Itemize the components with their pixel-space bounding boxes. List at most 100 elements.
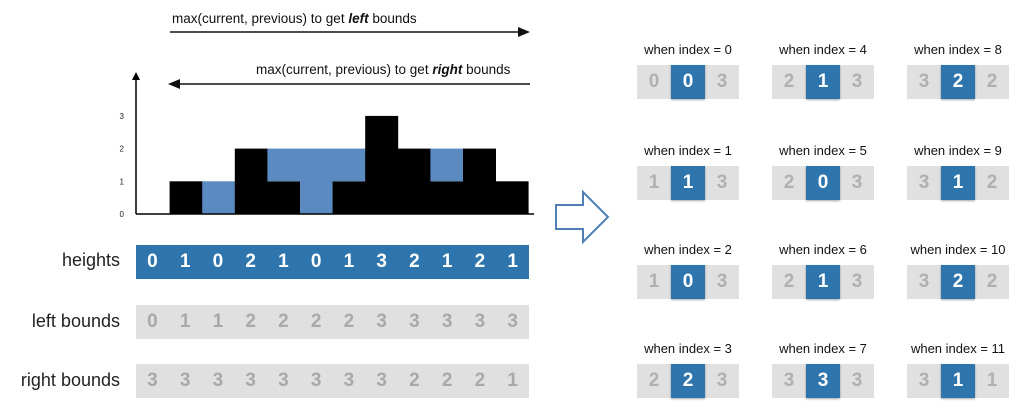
cell: 0 (147, 311, 158, 332)
left-bounds-row-label: left bounds (31, 311, 120, 331)
left-value: 3 (918, 71, 930, 92)
panel-title: when index = 3 (644, 341, 732, 356)
current-value: 3 (806, 364, 840, 398)
bar (495, 181, 529, 214)
cell: 3 (474, 311, 486, 332)
right-value: 3 (851, 172, 863, 193)
elevation-chart: 0 1 2 3 (120, 72, 534, 219)
heights-row-label: heights (61, 250, 120, 270)
panel-title: when index = 2 (644, 242, 732, 257)
cell: 2 (245, 311, 256, 332)
panel-title: when index = 10 (910, 242, 1006, 257)
cell: 3 (343, 370, 355, 391)
left-value: 3 (783, 370, 795, 391)
cell: 2 (310, 311, 322, 332)
bar (332, 181, 366, 214)
right-value: 3 (851, 71, 863, 92)
right-bounds-arrow-label: max(current, previous) to get right boun… (256, 62, 510, 77)
y-tick-label: 1 (120, 177, 125, 186)
arrow-emphasis: left (348, 11, 369, 26)
cell: 2 (245, 251, 256, 272)
current-value: 1 (941, 364, 975, 398)
cell: 2 (441, 370, 453, 391)
left-value: 2 (783, 271, 795, 292)
current-value: 1 (806, 65, 840, 99)
arrow-text: max(current, previous) to get (172, 11, 349, 26)
left-pointing-arrow-icon (168, 79, 530, 89)
cell: 1 (179, 311, 191, 332)
water-fill (430, 148, 464, 182)
y-tick-label: 3 (120, 112, 125, 121)
cell: 3 (245, 370, 256, 391)
cell: 1 (507, 251, 518, 272)
bar (267, 181, 301, 214)
right-value: 2 (986, 271, 998, 292)
right-value: 2 (986, 172, 998, 193)
cell: 3 (376, 370, 387, 391)
panel-title: when index = 4 (779, 42, 867, 57)
left-value: 3 (918, 172, 930, 193)
left-value: 0 (648, 71, 660, 92)
cell: 3 (409, 311, 420, 332)
left-value: 3 (918, 271, 930, 292)
water-fill (267, 148, 301, 182)
y-tick-label: 2 (120, 145, 125, 154)
cell: 3 (310, 370, 322, 391)
cell: 3 (179, 370, 191, 391)
panel-title: when index = 11 (910, 341, 1006, 356)
arrow-text: max(current, previous) to get (256, 62, 433, 77)
cell: 3 (441, 311, 453, 332)
right-bounds-row-label: right bounds (20, 370, 120, 390)
bar (365, 115, 399, 214)
cell: 2 (409, 370, 420, 391)
left-value: 3 (918, 370, 930, 391)
right-value: 2 (986, 71, 998, 92)
current-value: 0 (806, 166, 840, 200)
bar (463, 148, 496, 214)
bar (397, 148, 431, 214)
cell: 0 (212, 251, 224, 272)
current-value: 0 (671, 65, 705, 99)
cell: 3 (278, 370, 289, 391)
cell: 1 (212, 311, 224, 332)
panel-title: when index = 6 (779, 242, 867, 257)
bar (234, 148, 268, 214)
right-value: 3 (851, 370, 863, 391)
left-value: 1 (648, 172, 660, 193)
right-value: 3 (716, 370, 728, 391)
left-bounds-arrow-label: max(current, previous) to get left bound… (172, 11, 417, 26)
current-value: 1 (806, 265, 840, 299)
water-fill (202, 181, 236, 214)
cell: 1 (441, 251, 453, 272)
current-value: 0 (671, 265, 705, 299)
cell: 2 (343, 311, 355, 332)
cell: 1 (343, 251, 355, 272)
bar (430, 181, 464, 214)
left-value: 2 (783, 172, 795, 193)
panel-title: when index = 5 (779, 143, 867, 158)
current-value: 2 (671, 364, 705, 398)
right-value: 3 (716, 172, 728, 193)
cell: 2 (409, 251, 420, 272)
cell: 3 (147, 370, 158, 391)
y-axis-arrowhead (132, 72, 140, 80)
cell: 2 (474, 370, 486, 391)
cell: 3 (376, 311, 387, 332)
cell: 1 (278, 251, 289, 272)
right-pointing-arrow-icon (170, 27, 530, 37)
bar (169, 181, 203, 214)
arrow-emphasis: right (432, 62, 463, 77)
